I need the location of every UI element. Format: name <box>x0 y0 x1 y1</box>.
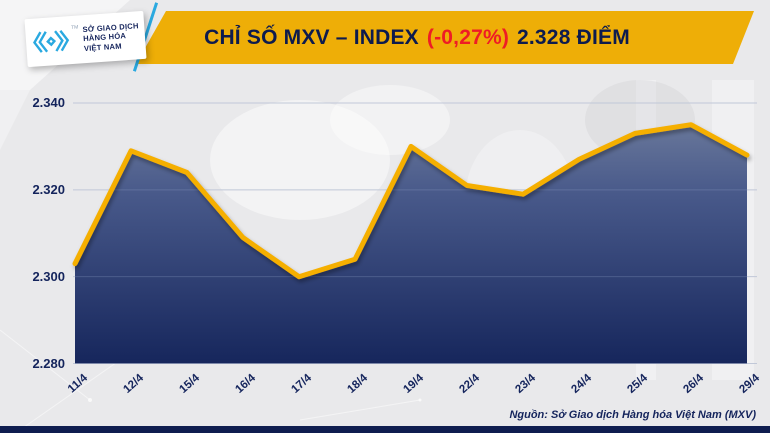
trademark-mark: TM <box>70 24 79 31</box>
y-axis-label: 2.340 <box>32 95 65 110</box>
bottom-bar <box>0 426 770 433</box>
index-value: 2.328 ĐIỂM <box>517 25 630 49</box>
source-caption: Nguồn: Sở Giao dịch Hàng hóa Việt Nam (M… <box>509 409 756 421</box>
logo-text: SỞ GIAO DỊCH HÀNG HÓA VIỆT NAM <box>82 20 139 53</box>
mxv-logo: TM SỞ GIAO DỊCH HÀNG HÓA VIỆT NAM <box>24 10 147 68</box>
title-banner: CHỈ SỐ MXV – INDEX (-0,27%) 2.328 ĐIỂM <box>136 11 754 64</box>
chart-title: CHỈ SỐ MXV – INDEX <box>204 25 419 49</box>
gridlines-overlay <box>73 102 757 364</box>
change-percent: (-0,27%) <box>426 25 510 49</box>
y-axis-label: 2.320 <box>32 181 65 197</box>
y-axis-label: 2.300 <box>32 268 65 284</box>
y-axis-label: 2.280 <box>32 355 65 371</box>
mxv-chevron-icon <box>33 29 70 53</box>
index-line <box>72 122 750 280</box>
area-fill <box>75 124 747 364</box>
